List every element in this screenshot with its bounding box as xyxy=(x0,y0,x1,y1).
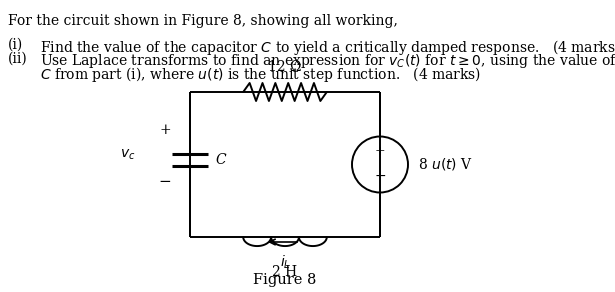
Text: $i_L$: $i_L$ xyxy=(280,254,290,271)
Text: +: + xyxy=(159,123,171,136)
Text: −: − xyxy=(374,169,386,183)
Text: Figure 8: Figure 8 xyxy=(253,273,317,287)
Text: −: − xyxy=(159,175,172,189)
Text: Use Laplace transforms to find an expression for $v_C(t)$ for $t \geq 0$, using : Use Laplace transforms to find an expres… xyxy=(40,52,615,70)
Text: $C$ from part (i), where $u(t)$ is the unit step function.   (4 marks): $C$ from part (i), where $u(t)$ is the u… xyxy=(40,65,481,84)
Text: (ii): (ii) xyxy=(8,52,28,66)
Text: 8 $u(t)$ V: 8 $u(t)$ V xyxy=(418,157,473,173)
Text: (i): (i) xyxy=(8,38,23,52)
Text: 12 Ω: 12 Ω xyxy=(268,60,302,74)
Text: 2 H: 2 H xyxy=(272,265,298,279)
Text: For the circuit shown in Figure 8, showing all working,: For the circuit shown in Figure 8, showi… xyxy=(8,14,398,28)
Text: Find the value of the capacitor $C$ to yield a critically damped response.   (4 : Find the value of the capacitor $C$ to y… xyxy=(40,38,615,57)
Text: $v_c$: $v_c$ xyxy=(119,147,135,162)
Text: C: C xyxy=(215,152,226,166)
Text: +: + xyxy=(375,145,386,158)
